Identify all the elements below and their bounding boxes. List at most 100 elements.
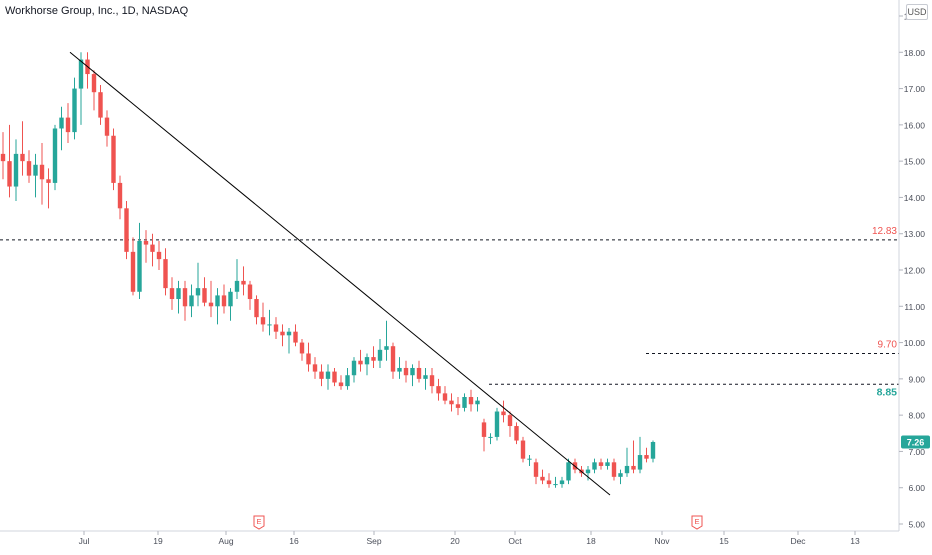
candle-body [228,291,233,307]
earnings-marker: E [691,515,703,530]
last-price-bg [901,435,930,449]
candle-body [371,357,376,361]
candle [637,436,643,474]
candle [332,367,337,387]
time-tick-label: Oct [508,536,522,546]
candle [247,280,253,310]
time-tick-label: 20 [450,536,460,546]
candle [540,469,545,485]
candle-body [169,288,175,300]
candle [605,458,610,470]
candle [442,386,448,405]
candle [566,458,571,485]
candle [475,397,480,412]
candle-body [540,476,545,481]
candle-body [598,462,604,466]
candle-body [104,117,110,136]
candle-body [650,441,656,459]
candle-body [156,251,162,260]
time-axis[interactable]: Jul 19 Aug 16 Sep 20 Oct 18 Nov 15 Dec 13 [0,530,899,546]
candle-body [533,462,539,477]
candle-body [72,88,77,133]
candle [514,422,519,445]
candle [39,143,45,205]
candle [59,106,64,151]
candle [306,342,311,372]
candle-body [442,393,448,401]
candle [208,280,214,318]
candle-body [618,473,623,477]
candle-body [195,288,201,296]
candle [117,175,123,220]
candle [13,139,19,202]
candle [345,367,350,390]
candle [611,458,617,481]
earnings-marker-shape [691,515,703,530]
price-tick-label: 17.00 [904,84,926,94]
candle-body [0,153,6,162]
price-tick-label: 14.00 [904,193,926,203]
candle [520,436,526,463]
candle [273,317,279,339]
time-tick-label: Nov [654,536,670,546]
candle [325,364,331,390]
candle-body [468,397,474,405]
candle-body [325,371,331,379]
time-tick-label: Jul [79,536,90,546]
price-tick-label: 8.00 [908,411,925,421]
candle [176,280,181,314]
candle-body [234,280,240,292]
candle [7,124,12,198]
candle [267,309,272,336]
candle [91,70,97,111]
candle [468,389,474,412]
candle [592,458,597,474]
candle-body [124,208,129,252]
earnings-marker-label: E [256,517,261,526]
candle-body [267,324,272,326]
candle [397,357,402,379]
candle-body [137,240,142,292]
candle-body [46,179,51,183]
candle [410,364,415,387]
level-label: 9.70 [878,339,898,350]
time-tick-label: Sep [366,536,381,546]
trendline [69,51,611,496]
candle-body [481,422,487,437]
candle [280,324,285,347]
candle-body [410,367,415,376]
candle [423,367,428,390]
candle-body [163,259,168,289]
candle [436,378,441,401]
candle-body [254,299,259,318]
candle-body [566,462,571,481]
price-tick-label: 13.00 [904,229,926,239]
candle-body [475,400,480,405]
candle-body [455,404,461,408]
currency-label[interactable]: USD [906,4,928,20]
candle-body [345,375,350,387]
trendline-layer [69,51,611,496]
price-tick-label: 7.00 [908,447,925,457]
candle-body [462,397,467,408]
candle-body [520,440,526,459]
candle-body [286,331,292,336]
candle-body [637,455,643,470]
time-tick-label: 15 [719,536,729,546]
candle [650,440,656,463]
time-tick-label: 19 [153,536,163,546]
candle-body [416,367,422,379]
candle [351,357,357,383]
candle-body [312,364,318,372]
candle-body [384,346,389,350]
candle-body [202,288,207,303]
candle-body [585,469,591,474]
candle-body [182,288,188,307]
candle [137,222,142,300]
candle-body [215,295,220,307]
price-axis[interactable]: 5.00 6.00 7.00 8.00 9.00 10.00 11.00 12.00 13.00… [898,0,930,531]
candle-body [143,240,149,245]
